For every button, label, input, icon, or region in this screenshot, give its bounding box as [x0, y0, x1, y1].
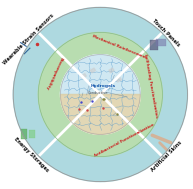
Text: Artificial Skins: Artificial Skins [150, 140, 182, 173]
Circle shape [13, 7, 187, 182]
Text: Antibacterial Functionalization: Antibacterial Functionalization [94, 122, 155, 158]
Text: Self-healing Functionalization: Self-healing Functionalization [143, 53, 159, 118]
Circle shape [60, 55, 140, 134]
Bar [156, 39, 166, 46]
Circle shape [38, 33, 163, 156]
Text: Hydrogels: Hydrogels [91, 84, 116, 88]
Bar [109, 68, 114, 73]
Bar [21, 129, 27, 139]
Text: Wearable Strain Sensors: Wearable Strain Sensors [3, 12, 55, 65]
Bar [29, 130, 35, 138]
Text: Mechanical Reinforcement: Mechanical Reinforcement [92, 34, 147, 60]
Polygon shape [60, 55, 140, 94]
Text: Touch Panels: Touch Panels [152, 18, 181, 47]
Bar [81, 74, 86, 78]
Bar [90, 68, 96, 73]
Bar [150, 40, 158, 50]
Text: Energy Storages: Energy Storages [13, 136, 49, 173]
Polygon shape [60, 94, 140, 134]
Text: Biocompatibility: Biocompatibility [44, 56, 63, 90]
Bar [116, 77, 122, 82]
Text: Conductive: Conductive [88, 91, 109, 95]
